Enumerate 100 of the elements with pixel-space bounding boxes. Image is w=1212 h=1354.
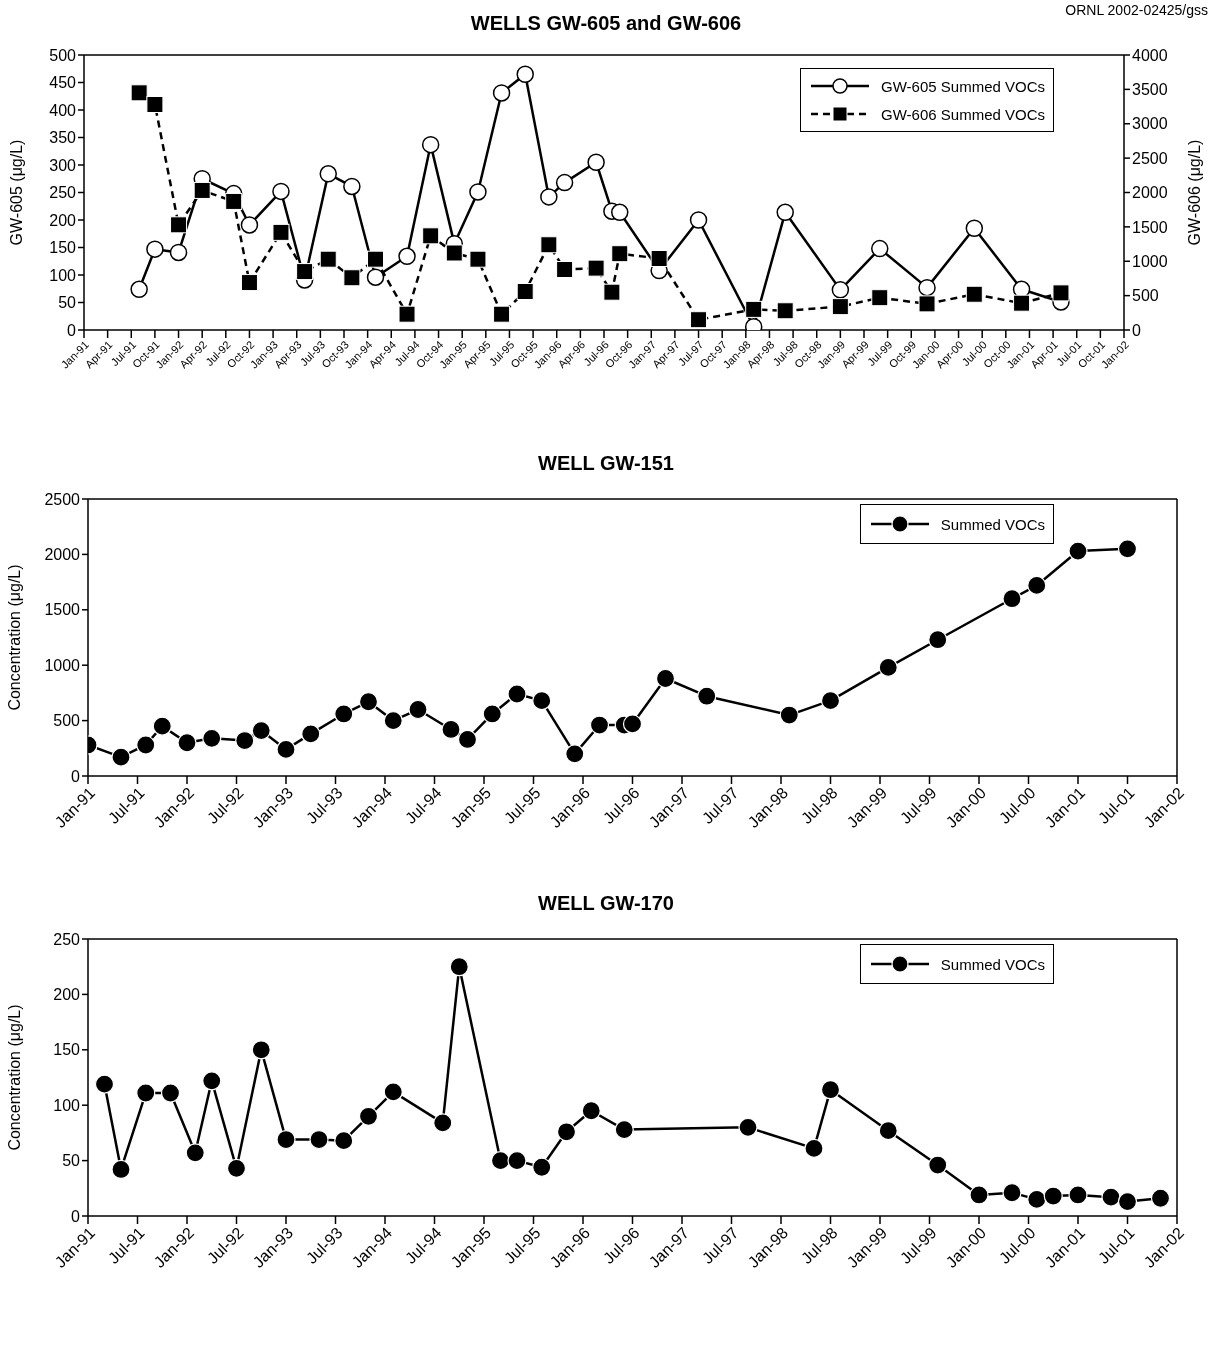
point	[202, 1071, 222, 1091]
y2-tick-label: 1000	[1132, 252, 1168, 270]
point	[820, 691, 841, 711]
y-tick-label: 250	[49, 184, 77, 202]
legend-label: GW-606 Summed VOCs	[881, 105, 1045, 123]
point	[469, 250, 487, 268]
point	[469, 183, 487, 201]
y2-tick-label: 0	[1132, 321, 1141, 339]
point	[169, 243, 188, 262]
y-tick-label: 200	[49, 211, 77, 229]
point	[831, 298, 849, 316]
point	[422, 227, 440, 245]
point	[319, 250, 337, 268]
point	[776, 203, 794, 222]
point	[1043, 1186, 1063, 1206]
point	[1068, 1185, 1088, 1205]
point	[334, 704, 354, 724]
point	[928, 1155, 948, 1175]
point	[918, 278, 936, 297]
y-tick-label: 0	[67, 321, 77, 339]
point	[111, 747, 131, 767]
point	[276, 1129, 296, 1150]
y-tick-label: 2500	[44, 490, 81, 508]
point	[697, 686, 717, 706]
point	[398, 305, 416, 323]
point	[611, 203, 629, 222]
point	[655, 668, 676, 689]
point	[622, 714, 643, 734]
point	[358, 1106, 379, 1126]
point	[532, 691, 552, 711]
point	[193, 181, 211, 199]
point	[296, 263, 314, 281]
point	[556, 1122, 577, 1142]
point	[516, 65, 534, 83]
y-axis-title: GW-605 (μg/L)	[7, 139, 25, 246]
point	[343, 177, 361, 196]
point	[367, 250, 385, 268]
point	[111, 1159, 131, 1180]
point	[130, 280, 148, 299]
y2-axis-title: GW-606 (μg/L)	[1185, 139, 1203, 246]
point	[565, 744, 585, 764]
point	[928, 630, 948, 650]
point	[170, 216, 188, 234]
point	[160, 1083, 181, 1103]
point	[319, 165, 337, 183]
y-tick-label: 300	[49, 156, 77, 174]
y2-tick-label: 4000	[1132, 46, 1168, 64]
point	[507, 1151, 527, 1171]
y-tick-label: 500	[53, 712, 81, 730]
point	[136, 1083, 156, 1103]
point	[358, 692, 379, 712]
text: ORNL 2002-02425/gss	[1065, 2, 1208, 18]
point	[965, 285, 983, 303]
point	[398, 247, 416, 266]
chart-title: WELL GW-170	[537, 891, 675, 916]
point	[540, 236, 558, 254]
y-axis-title: Concentration (μg/L)	[5, 564, 23, 711]
point	[587, 153, 605, 171]
point	[581, 1101, 601, 1121]
chart-title: WELLS GW-605 and GW-606	[470, 12, 742, 34]
point	[272, 223, 290, 241]
point	[482, 704, 502, 724]
point	[540, 188, 558, 206]
point	[878, 1121, 898, 1141]
y2-tick-label: 3000	[1132, 115, 1168, 133]
point	[1013, 294, 1031, 312]
point	[614, 1119, 634, 1140]
y2-tick-label: 3500	[1132, 81, 1168, 99]
point	[225, 192, 243, 210]
point	[1027, 575, 1047, 596]
y-tick-label: 2000	[44, 546, 81, 564]
point	[804, 1138, 824, 1159]
point	[1002, 1183, 1022, 1203]
y-tick-label: 1500	[44, 601, 81, 619]
point	[309, 1129, 329, 1150]
point	[445, 244, 463, 262]
y-tick-label: 350	[49, 129, 77, 147]
point	[146, 96, 164, 113]
point	[441, 719, 461, 740]
point	[1052, 284, 1070, 302]
point	[457, 729, 478, 750]
legend-label: Summed VOCs	[940, 955, 1045, 973]
point	[251, 720, 271, 741]
point	[1002, 589, 1022, 609]
point	[871, 239, 889, 258]
point	[603, 283, 621, 301]
point	[343, 269, 361, 287]
point	[820, 1080, 841, 1100]
point	[492, 84, 511, 102]
y-tick-label: 150	[53, 1041, 81, 1059]
point	[177, 733, 197, 753]
point	[969, 1185, 989, 1205]
point	[589, 715, 610, 735]
point	[690, 311, 708, 329]
point	[490, 1151, 511, 1171]
point	[449, 957, 469, 977]
point	[421, 135, 440, 154]
point	[301, 724, 321, 744]
point	[1150, 1188, 1171, 1208]
point	[146, 240, 164, 258]
